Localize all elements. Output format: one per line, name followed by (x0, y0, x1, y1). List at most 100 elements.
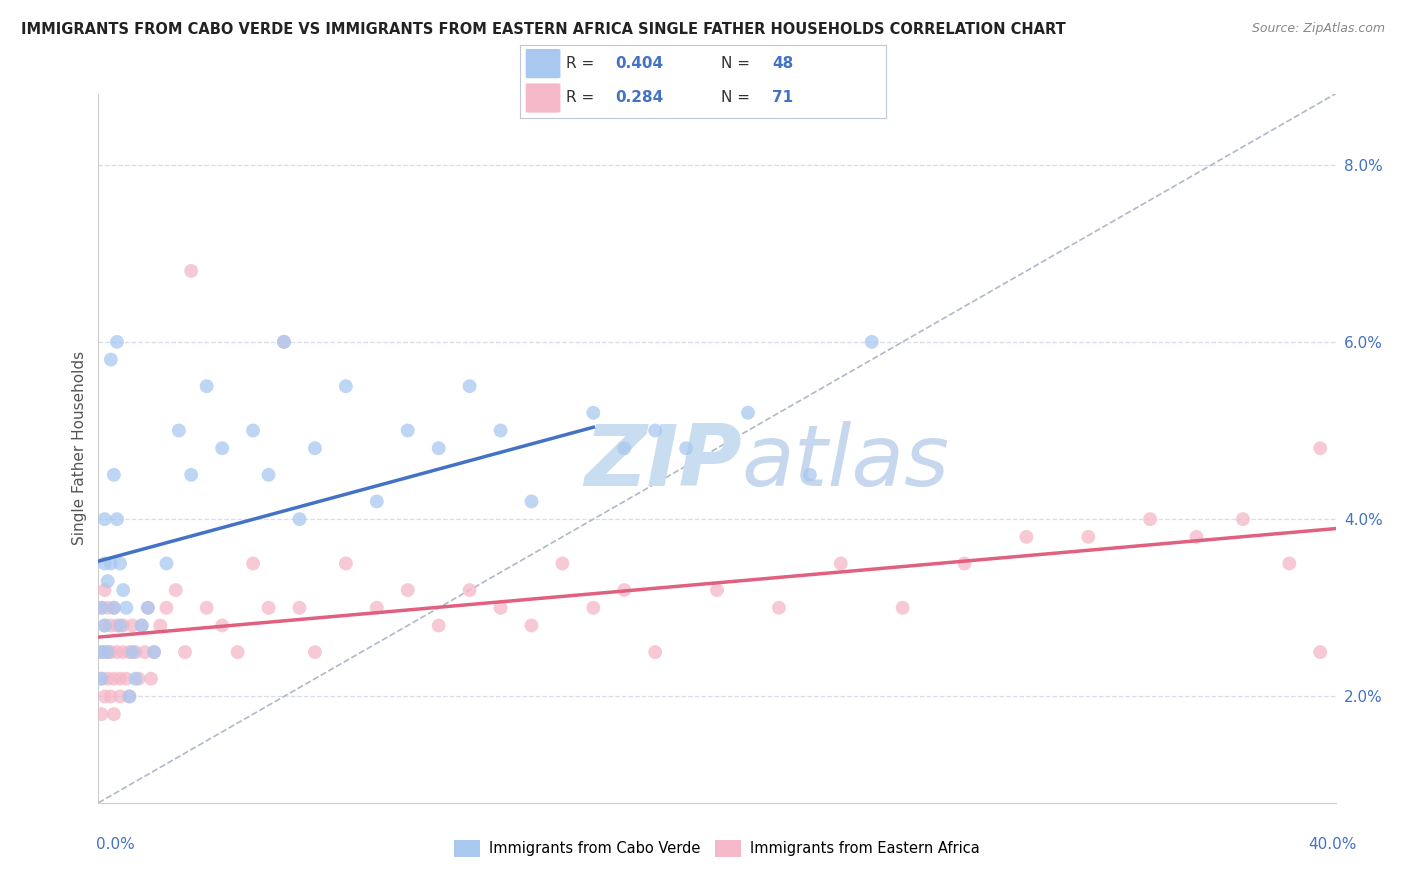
Text: N =: N = (721, 56, 755, 71)
Point (136, 600, 159, 615)
Point (257, 467, 280, 482)
Point (273, 334, 295, 349)
Text: R =: R = (565, 56, 599, 71)
Point (1232, 512, 1254, 526)
Point (124, 672, 146, 686)
Point (103, 707, 125, 722)
Point (90, 645, 112, 659)
Point (489, 424, 512, 438)
Legend: Immigrants from Cabo Verde, Immigrants from Eastern Africa: Immigrants from Cabo Verde, Immigrants f… (449, 834, 986, 863)
Point (93, 645, 115, 659)
Point (100, 352, 122, 367)
Point (242, 424, 264, 438)
Point (136, 600, 159, 615)
Point (93, 583, 115, 598)
Point (860, 334, 883, 349)
Point (143, 645, 166, 659)
Point (149, 618, 172, 632)
Point (458, 379, 481, 393)
Point (458, 583, 481, 598)
Point (953, 557, 976, 571)
Point (143, 645, 166, 659)
Y-axis label: Single Father Households: Single Father Households (72, 351, 87, 545)
Point (90, 672, 112, 686)
Point (118, 690, 141, 704)
Point (100, 618, 122, 632)
Point (167, 424, 190, 438)
Point (366, 600, 388, 615)
Point (103, 672, 125, 686)
Point (108, 690, 131, 704)
Text: atlas: atlas (742, 421, 950, 504)
Point (195, 600, 218, 615)
Point (706, 583, 728, 598)
Point (105, 645, 128, 659)
Point (131, 618, 153, 632)
Point (103, 467, 125, 482)
Point (396, 583, 419, 598)
Point (520, 494, 543, 508)
Point (211, 618, 233, 632)
Point (128, 672, 150, 686)
Text: IMMIGRANTS FROM CABO VERDE VS IMMIGRANTS FROM EASTERN AFRICA SINGLE FATHER HOUSE: IMMIGRANTS FROM CABO VERDE VS IMMIGRANTS… (21, 22, 1066, 37)
Point (105, 334, 128, 349)
Point (520, 618, 543, 632)
Text: R =: R = (565, 90, 599, 105)
Point (90, 600, 112, 615)
Text: ZIP: ZIP (583, 421, 742, 504)
Point (1309, 441, 1331, 455)
Point (288, 600, 311, 615)
Point (93, 618, 115, 632)
Text: 71: 71 (772, 90, 793, 105)
Text: 48: 48 (772, 56, 794, 71)
Text: N =: N = (721, 90, 755, 105)
Point (1077, 530, 1099, 544)
Point (1309, 645, 1331, 659)
Point (112, 645, 135, 659)
Point (335, 379, 357, 393)
Point (93, 690, 115, 704)
Point (180, 264, 202, 278)
Point (195, 379, 218, 393)
Point (124, 645, 146, 659)
Point (427, 441, 450, 455)
Point (613, 441, 636, 455)
Point (1015, 530, 1038, 544)
Point (613, 583, 636, 598)
Point (100, 645, 122, 659)
Point (675, 441, 697, 455)
Point (174, 645, 197, 659)
Point (551, 557, 574, 571)
Point (90, 645, 112, 659)
Point (97, 600, 120, 615)
Point (105, 512, 128, 526)
Point (427, 618, 450, 632)
Point (644, 645, 666, 659)
Point (830, 557, 852, 571)
Point (273, 334, 295, 349)
Point (131, 618, 153, 632)
Point (112, 618, 135, 632)
Text: Source: ZipAtlas.com: Source: ZipAtlas.com (1251, 22, 1385, 36)
Point (93, 557, 115, 571)
Point (366, 494, 388, 508)
Point (121, 645, 143, 659)
Point (304, 441, 326, 455)
Point (644, 424, 666, 438)
Point (768, 600, 790, 615)
Point (97, 672, 120, 686)
Text: 0.284: 0.284 (616, 90, 664, 105)
Point (799, 467, 821, 482)
Point (1185, 530, 1208, 544)
Point (103, 600, 125, 615)
Point (105, 618, 128, 632)
Point (97, 645, 120, 659)
Point (396, 424, 419, 438)
Point (134, 645, 156, 659)
Point (288, 512, 311, 526)
Point (118, 645, 141, 659)
Point (108, 557, 131, 571)
Text: 40.0%: 40.0% (1309, 838, 1357, 852)
Point (582, 600, 605, 615)
Point (115, 672, 138, 686)
